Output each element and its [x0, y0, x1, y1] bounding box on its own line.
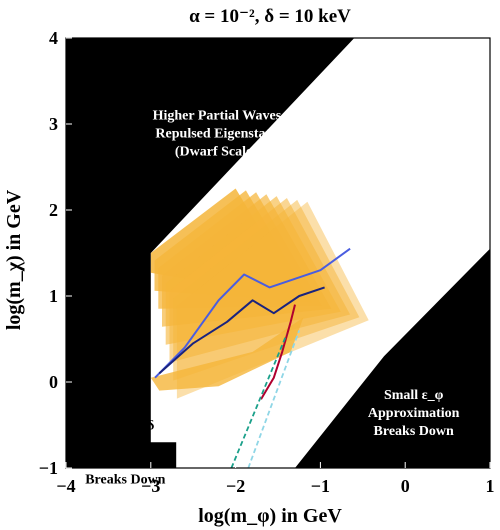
- annotation-line: Breaks Down: [374, 424, 454, 439]
- y-tick-label: 3: [49, 114, 58, 134]
- annotation-line: Repulsed Eigenstates: [155, 127, 282, 142]
- x-axis-label: log(m_φ) in GeV: [198, 505, 342, 527]
- annotation-1: Small ε_δ Approx− imation Breaks Down: [85, 418, 165, 487]
- annotation-line: Approx−: [99, 436, 153, 451]
- resonance-bands: [150, 188, 369, 399]
- axis-ticks: −4 −3 −2 −1 0 1 −1 0 1 2 3 4: [39, 28, 495, 496]
- series-curve-0: [154, 247, 351, 379]
- annotation-line: Small ε_φ: [384, 388, 444, 403]
- x-tick-label: −4: [56, 476, 75, 496]
- annotation-line: Breaks Down: [85, 472, 165, 487]
- x-tick-label: −2: [226, 476, 245, 496]
- annotation-2: Small ε_φ Approximation Breaks Down: [368, 388, 460, 439]
- resonance-band: [173, 199, 360, 381]
- annotation-0: Higher Partial Waves, Repulsed Eigenstate…: [153, 109, 285, 160]
- resonance-band: [169, 198, 351, 363]
- y-axis-label: log(m_χ) in GeV: [3, 189, 25, 330]
- resonance-band: [176, 201, 369, 399]
- y-tick-label: −1: [39, 458, 58, 478]
- chart-title: α = 10⁻², δ = 10 keV: [189, 6, 351, 27]
- plot-area: [65, 37, 491, 469]
- y-tick-label: 1: [49, 286, 58, 306]
- series-curve-2: [260, 304, 296, 400]
- y-tick-label: 4: [49, 28, 58, 48]
- series-curve-3: [230, 334, 288, 468]
- series-curve-1: [158, 286, 325, 375]
- x-tick-label: −1: [311, 476, 330, 496]
- y-tick-label: 2: [49, 200, 58, 220]
- x-tick-label: 0: [401, 476, 410, 496]
- annotation-line: Higher Partial Waves,: [153, 109, 285, 124]
- plot-inner: [66, 38, 490, 468]
- annotation-line: Approximation: [368, 406, 460, 421]
- resonance-band-lower: [150, 317, 304, 391]
- plot-frame: [65, 37, 491, 469]
- x-tick-label: −3: [141, 476, 160, 496]
- annotation-line: Small ε_δ: [96, 418, 154, 433]
- y-tick-label: 0: [49, 372, 58, 392]
- annotation-line: imation: [102, 454, 148, 469]
- x-tick-label: 1: [486, 476, 495, 496]
- series-curve-4: [247, 330, 301, 468]
- annotations: Higher Partial Waves, Repulsed Eigenstate…: [85, 109, 459, 488]
- annotation-line: (Dwarf Scales): [175, 145, 263, 160]
